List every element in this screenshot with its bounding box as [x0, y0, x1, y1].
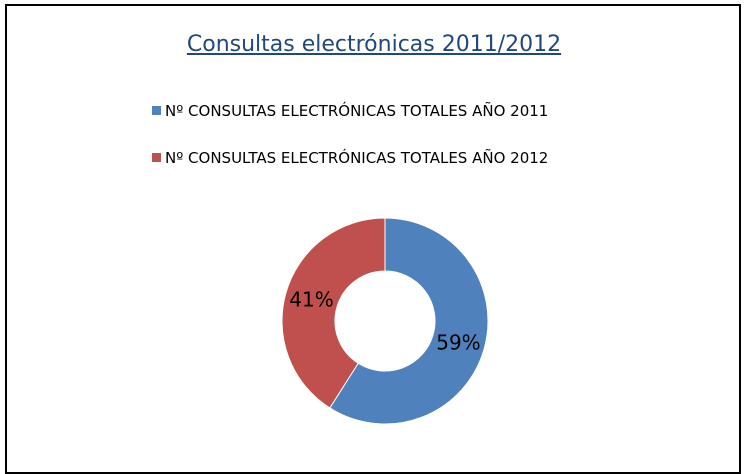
doughnut-chart: 59% 41%: [281, 217, 489, 425]
chart-title: Consultas electrónicas 2011/2012: [186, 32, 562, 57]
doughnut-slice-1: [281, 217, 386, 409]
legend-swatch-2011: [152, 106, 161, 115]
legend-label-2012: Nº CONSULTAS ELECTRÓNICAS TOTALES AÑO 20…: [165, 148, 549, 167]
chart-legend: Nº CONSULTAS ELECTRÓNICAS TOTALES AÑO 20…: [152, 98, 548, 192]
slice-label-1: 41%: [289, 288, 333, 312]
legend-label-2011: Nº CONSULTAS ELECTRÓNICAS TOTALES AÑO 20…: [165, 101, 549, 120]
slice-label-0: 59%: [436, 330, 480, 354]
legend-item-2012: Nº CONSULTAS ELECTRÓNICAS TOTALES AÑO 20…: [152, 145, 548, 170]
doughnut-slice-0: [329, 217, 489, 425]
legend-item-2011: Nº CONSULTAS ELECTRÓNICAS TOTALES AÑO 20…: [152, 98, 548, 123]
legend-swatch-2012: [152, 153, 161, 162]
